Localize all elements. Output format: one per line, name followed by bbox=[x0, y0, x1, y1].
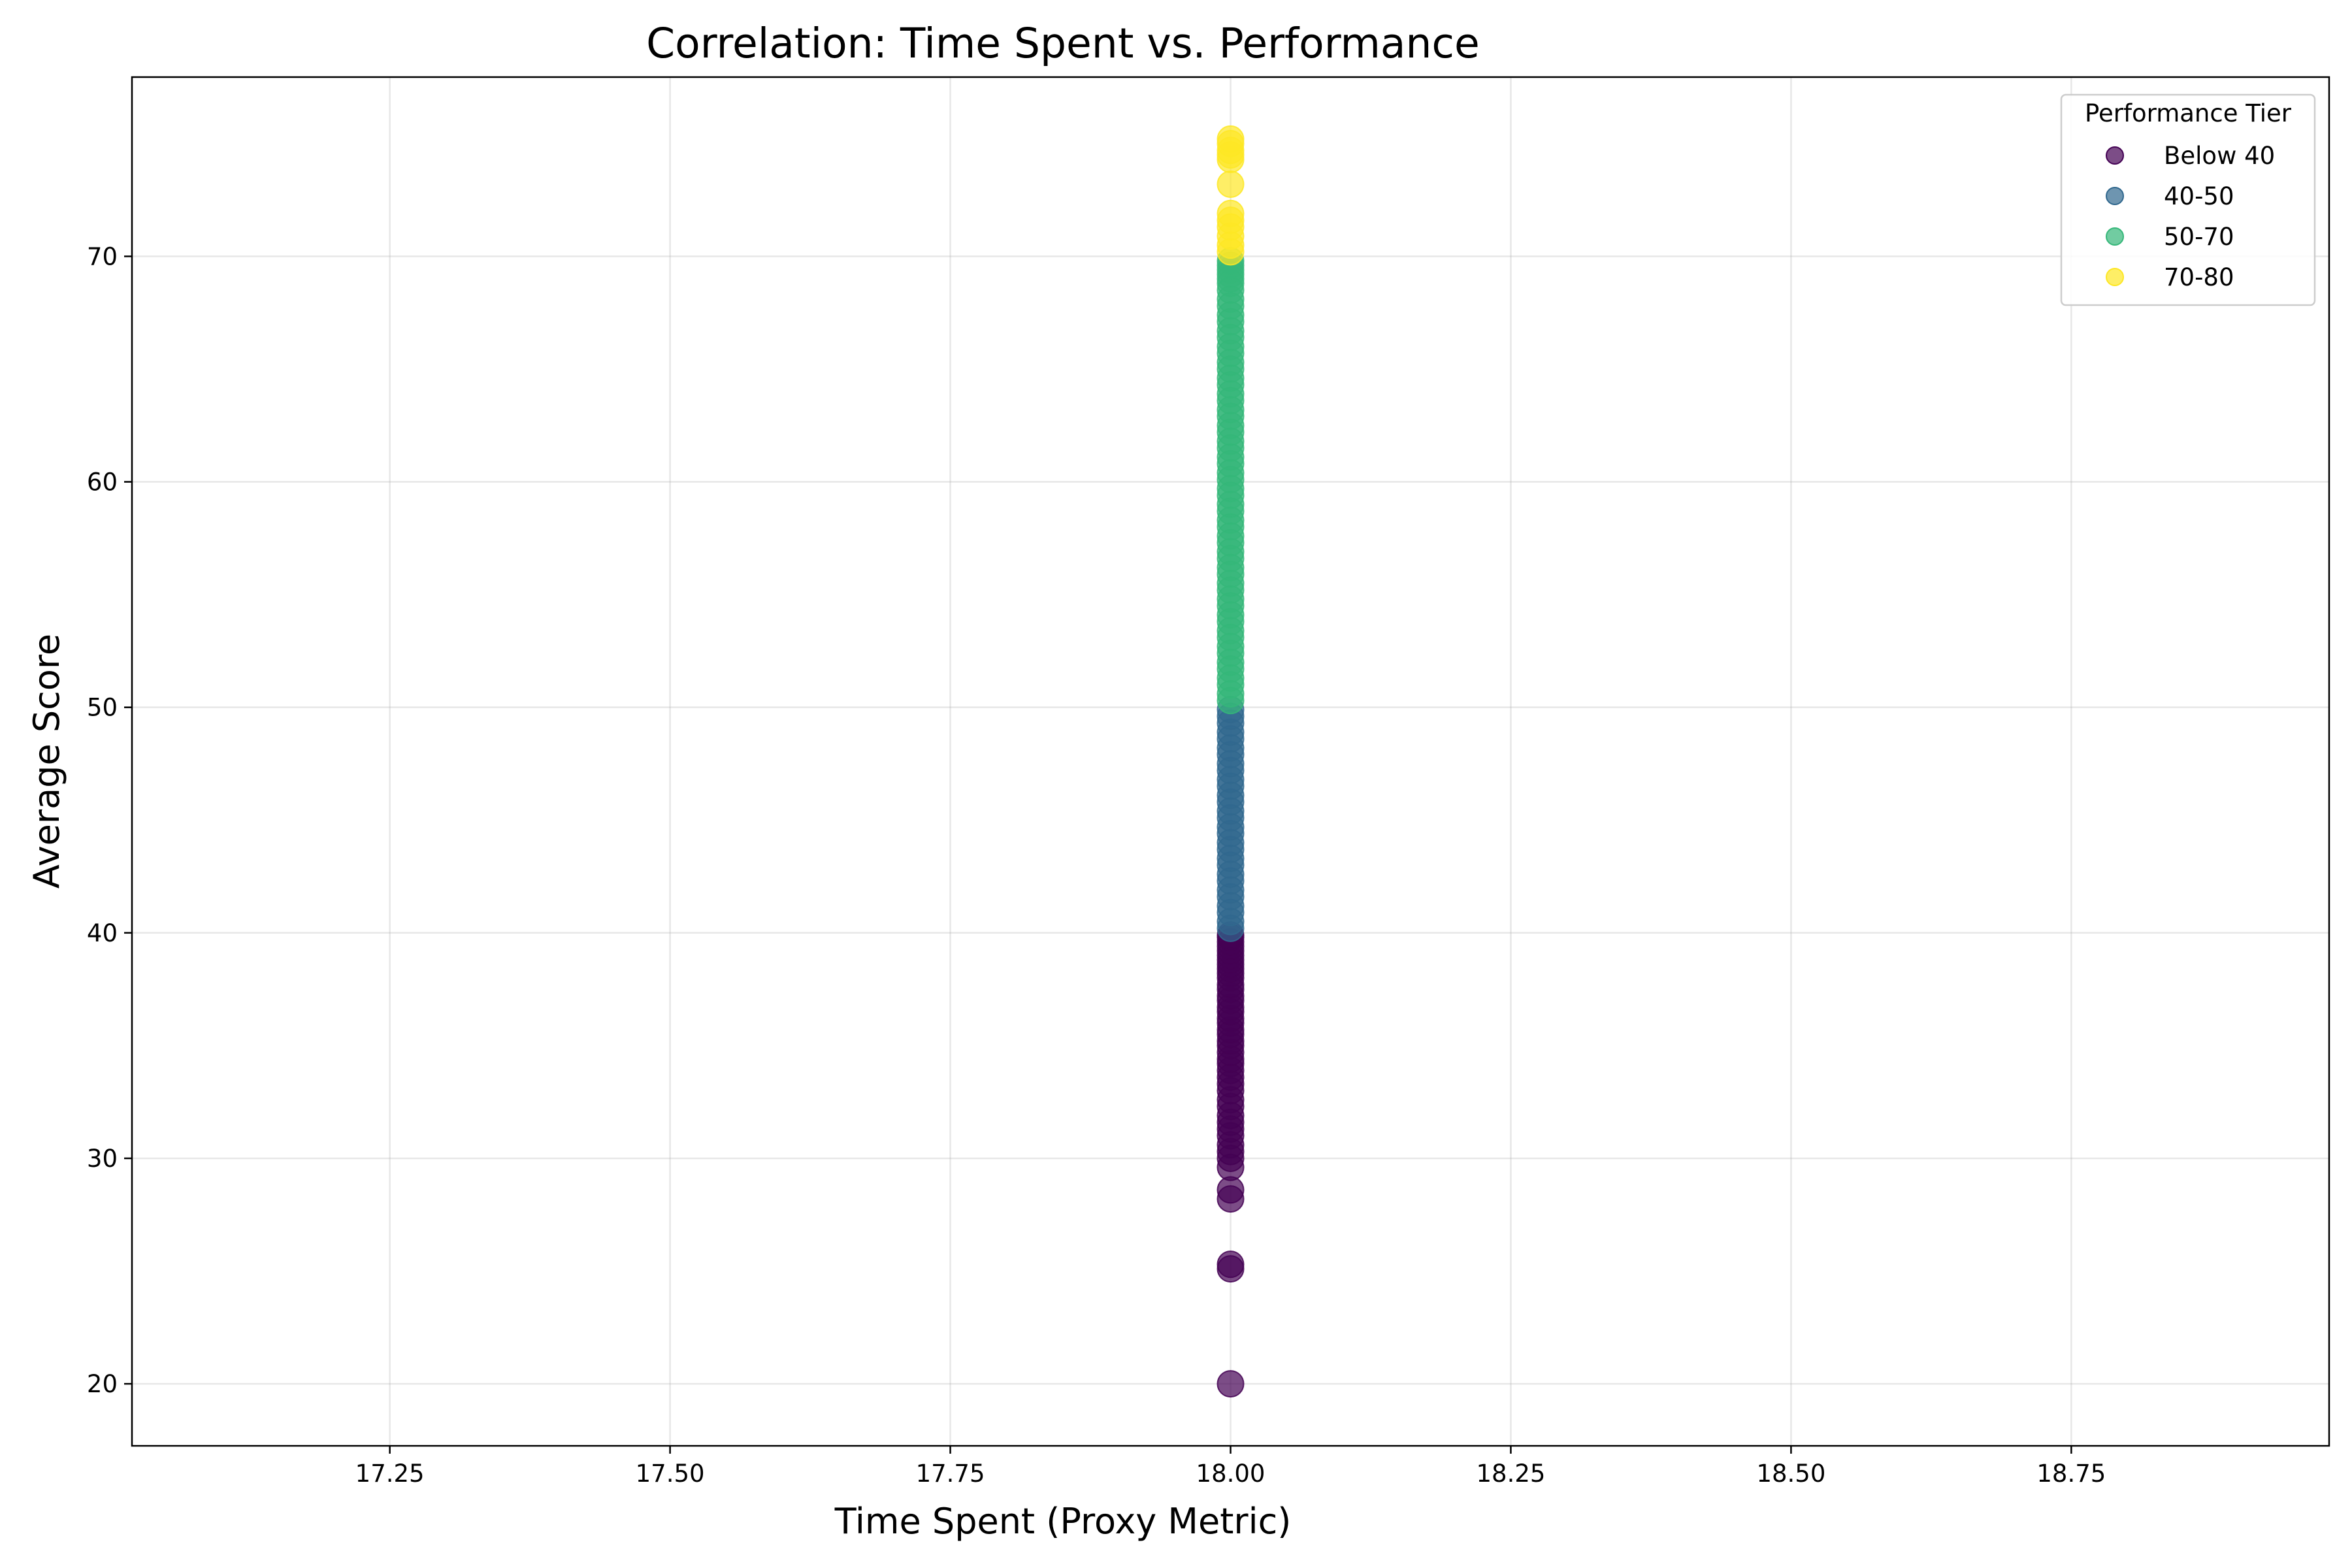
legend-marker bbox=[2106, 227, 2124, 246]
x-tick-label: 17.50 bbox=[636, 1460, 705, 1488]
scatter-point bbox=[1217, 1250, 1245, 1279]
x-tick-label: 17.25 bbox=[355, 1460, 425, 1488]
legend-entries: Below 40 40-50 50-70 70-80 bbox=[2106, 142, 2275, 291]
legend-entry-label: Below 40 bbox=[2164, 142, 2275, 170]
x-axis-label: Time Spent (Proxy Metric) bbox=[834, 1501, 1292, 1542]
scatter-point bbox=[1217, 1370, 1245, 1398]
legend-title: Performance Tier bbox=[2085, 99, 2292, 127]
legend-marker bbox=[2106, 187, 2124, 205]
legend-marker bbox=[2106, 146, 2124, 165]
y-tick-label: 40 bbox=[87, 919, 118, 947]
scatter-point bbox=[1217, 170, 1245, 198]
y-tick-label: 50 bbox=[87, 694, 118, 722]
y-axis-ticks: 20 30 40 50 60 70 bbox=[87, 242, 132, 1398]
legend-entry-label: 70-80 bbox=[2164, 263, 2234, 291]
legend-box bbox=[2060, 93, 2316, 306]
scatter-point bbox=[1217, 199, 1245, 227]
x-tick-label: 17.75 bbox=[916, 1460, 985, 1488]
legend-entry-label: 40-50 bbox=[2164, 182, 2234, 210]
legend-entry-label: 50-70 bbox=[2164, 223, 2234, 251]
x-tick-label: 18.25 bbox=[1476, 1460, 1545, 1488]
chart-title: Correlation: Time Spent vs. Performance bbox=[646, 20, 1480, 67]
y-tick-label: 60 bbox=[87, 468, 118, 497]
y-tick-label: 70 bbox=[87, 242, 118, 270]
x-axis-ticks: 17.25 17.50 17.75 18.00 18.25 18.50 18.75 bbox=[355, 1446, 2106, 1488]
legend-marker bbox=[2106, 268, 2124, 286]
scatter-point bbox=[1217, 125, 1245, 153]
x-tick-label: 18.75 bbox=[2036, 1460, 2106, 1488]
y-axis-label: Average Score bbox=[26, 634, 67, 889]
x-tick-label: 18.00 bbox=[1196, 1460, 1266, 1488]
legend: Performance Tier Below 40 40-50 50-70 70-80 bbox=[2060, 93, 2316, 306]
y-tick-label: 30 bbox=[87, 1145, 118, 1173]
x-tick-label: 18.50 bbox=[1756, 1460, 1825, 1488]
y-tick-label: 20 bbox=[87, 1370, 118, 1398]
scatter-points bbox=[1217, 125, 1245, 1398]
